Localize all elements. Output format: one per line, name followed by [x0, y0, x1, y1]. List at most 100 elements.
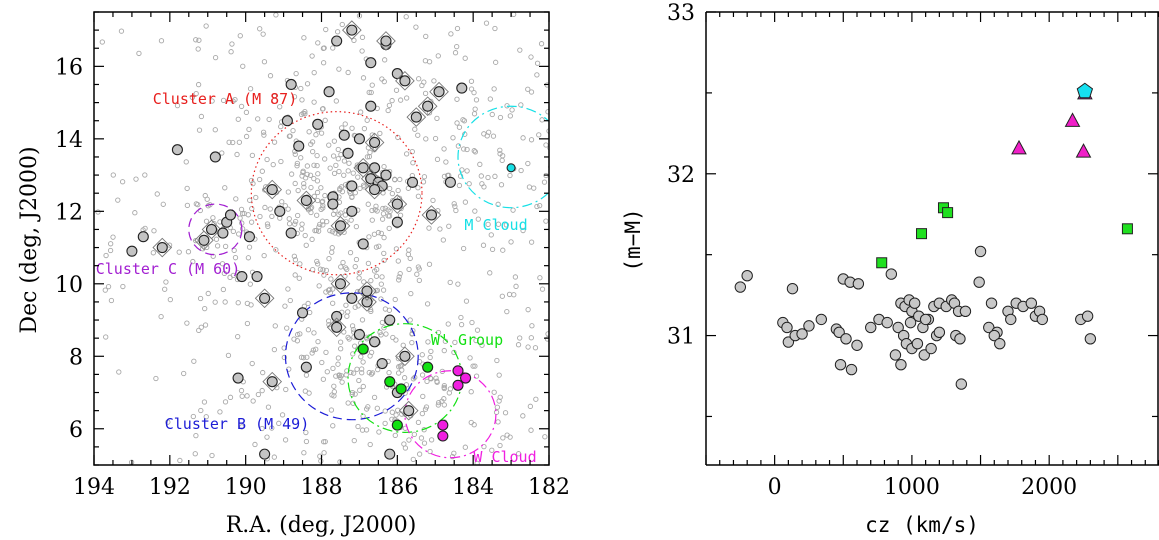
background-galaxy: [441, 382, 447, 389]
background-galaxy: [322, 439, 328, 445]
background-galaxy: [118, 28, 125, 34]
background-galaxy: [196, 127, 203, 133]
background-galaxy: [195, 81, 202, 88]
background-galaxy: [373, 203, 379, 209]
background-galaxy: [259, 425, 265, 432]
background-galaxy: [454, 43, 460, 50]
background-galaxy: [270, 161, 276, 168]
member-point: [251, 271, 263, 283]
background-galaxy: [314, 212, 320, 218]
background-galaxy: [209, 452, 215, 459]
background-galaxy: [276, 420, 282, 426]
background-galaxy: [364, 336, 370, 342]
background-galaxy: [228, 49, 234, 55]
x-tick-label: 2000: [1021, 475, 1077, 500]
background-galaxy: [397, 270, 403, 277]
background-galaxy: [120, 283, 126, 290]
background-galaxy: [247, 197, 253, 203]
background-galaxy: [419, 352, 425, 358]
background-galaxy: [222, 299, 228, 305]
data-point: [833, 326, 845, 339]
background-galaxy: [193, 37, 199, 43]
background-galaxy: [455, 281, 461, 287]
cluster-b-label: Cluster B (M 49): [165, 415, 310, 433]
member-point: [224, 209, 237, 221]
background-galaxy: [165, 419, 171, 425]
background-galaxy: [335, 361, 341, 367]
background-galaxy: [230, 228, 236, 235]
member-point: [198, 234, 210, 246]
background-galaxy: [450, 135, 456, 141]
background-galaxy: [264, 156, 270, 163]
background-galaxy: [319, 359, 325, 366]
background-galaxy: [195, 46, 201, 52]
background-galaxy: [456, 124, 463, 130]
background-galaxy: [314, 152, 320, 159]
background-galaxy: [176, 249, 182, 255]
background-galaxy: [518, 167, 524, 174]
background-galaxy: [189, 94, 195, 100]
background-galaxy: [427, 354, 433, 361]
background-galaxy: [305, 327, 312, 333]
background-galaxy: [510, 12, 517, 18]
y-tick-label: 31: [667, 325, 695, 350]
background-galaxy: [507, 113, 513, 119]
background-galaxy: [544, 336, 549, 342]
background-galaxy: [247, 86, 254, 92]
background-galaxy: [464, 146, 470, 153]
member-point: [217, 227, 229, 239]
background-galaxy: [397, 97, 404, 103]
background-galaxy: [416, 266, 422, 272]
data-point: [1076, 82, 1094, 99]
background-galaxy: [368, 278, 374, 284]
member-point: [384, 314, 396, 326]
background-galaxy: [350, 400, 356, 406]
background-galaxy: [295, 212, 301, 219]
member-point: [334, 278, 347, 290]
background-galaxy: [158, 38, 165, 44]
y-tick-label: 12: [55, 200, 83, 225]
background-galaxy: [212, 299, 218, 305]
background-galaxy: [292, 218, 299, 225]
background-galaxy: [326, 142, 332, 148]
background-galaxy: [103, 334, 109, 340]
background-galaxy: [282, 303, 288, 309]
background-galaxy: [497, 147, 503, 153]
background-galaxy: [300, 110, 306, 116]
background-galaxy: [343, 372, 349, 378]
member-point: [391, 68, 403, 80]
background-galaxy: [471, 90, 477, 96]
background-galaxy: [212, 54, 219, 61]
background-galaxy: [378, 296, 384, 302]
background-galaxy: [344, 266, 350, 272]
data-point: [988, 329, 1000, 342]
background-galaxy: [330, 45, 336, 51]
background-galaxy: [294, 160, 300, 167]
background-galaxy: [393, 246, 400, 252]
background-galaxy: [539, 286, 546, 292]
background-galaxy: [292, 151, 298, 157]
background-galaxy: [386, 369, 392, 376]
background-galaxy: [222, 399, 229, 405]
background-galaxy: [202, 192, 208, 199]
data-point: [916, 228, 928, 240]
background-galaxy: [338, 151, 344, 158]
background-galaxy: [402, 445, 409, 451]
background-galaxy: [110, 172, 116, 178]
member-diamond: [357, 281, 377, 301]
member-point: [406, 176, 419, 188]
background-galaxy: [318, 185, 324, 191]
member-point: [391, 419, 403, 431]
background-galaxy: [323, 349, 329, 356]
background-galaxy: [193, 201, 199, 207]
member-point: [266, 376, 278, 388]
background-galaxy: [330, 365, 336, 372]
background-galaxy: [348, 369, 354, 376]
background-galaxy: [334, 29, 341, 35]
member-point: [365, 100, 377, 112]
x-tick-label: 0: [768, 475, 782, 500]
background-galaxy: [212, 127, 218, 133]
background-galaxy: [434, 115, 440, 122]
background-galaxy: [525, 344, 531, 350]
right-y-axis-label: (m−M): [621, 208, 645, 271]
